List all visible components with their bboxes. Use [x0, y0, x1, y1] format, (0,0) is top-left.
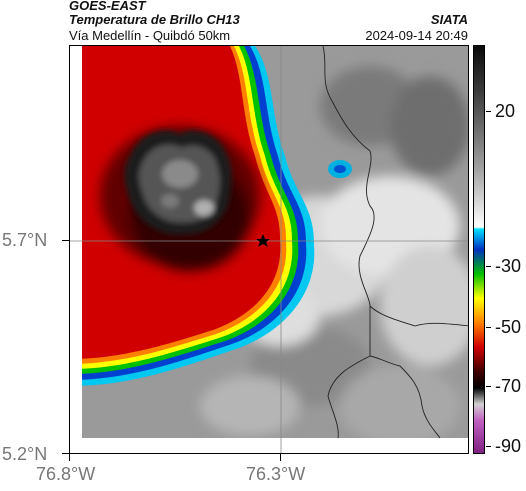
colorbar-tick — [486, 327, 491, 328]
map-panel[interactable] — [69, 45, 469, 454]
lat-label: 5.7°N — [2, 230, 48, 250]
timestamp-label: 2024-09-14 20:49 — [365, 28, 468, 43]
colorbar-tick — [486, 446, 491, 447]
brightness-temperature-map — [70, 46, 468, 453]
no-data-bottom — [70, 438, 468, 453]
no-data-strip — [70, 46, 82, 453]
colorbar-label: -50 — [495, 317, 522, 337]
lon-label: 76.8°W — [36, 464, 96, 484]
lat-tick — [62, 240, 69, 241]
boundary-line — [369, 305, 401, 367]
colorbar-tick — [486, 266, 491, 267]
colorbar-label: -90 — [495, 436, 522, 456]
title-satellite: GOES-EAST — [69, 0, 146, 13]
colorbar-label: -70 — [495, 376, 522, 396]
colorbar-label: -30 — [495, 256, 522, 276]
boundary-line — [399, 365, 441, 439]
title-region: Vía Medellín - Quibdó 50km — [69, 28, 231, 43]
organization-label: SIATA — [430, 12, 468, 27]
lon-tick — [280, 454, 281, 461]
title-product: Temperatura de Brillo CH13 — [69, 12, 240, 27]
lon-tick — [69, 454, 70, 461]
colorbar-label: 20 — [495, 101, 516, 121]
lon-label: 76.3°W — [246, 464, 306, 484]
colorbar — [473, 45, 485, 454]
lat-label: 5.2°N — [2, 444, 48, 464]
star-icon — [256, 234, 270, 247]
boundary-line — [322, 46, 468, 327]
cold-core — [124, 130, 232, 235]
isolated-cell — [328, 160, 352, 178]
lat-tick — [62, 453, 69, 454]
colorbar-tick — [486, 386, 491, 387]
boundary-line — [327, 355, 371, 439]
colorbar-tick — [486, 111, 491, 112]
